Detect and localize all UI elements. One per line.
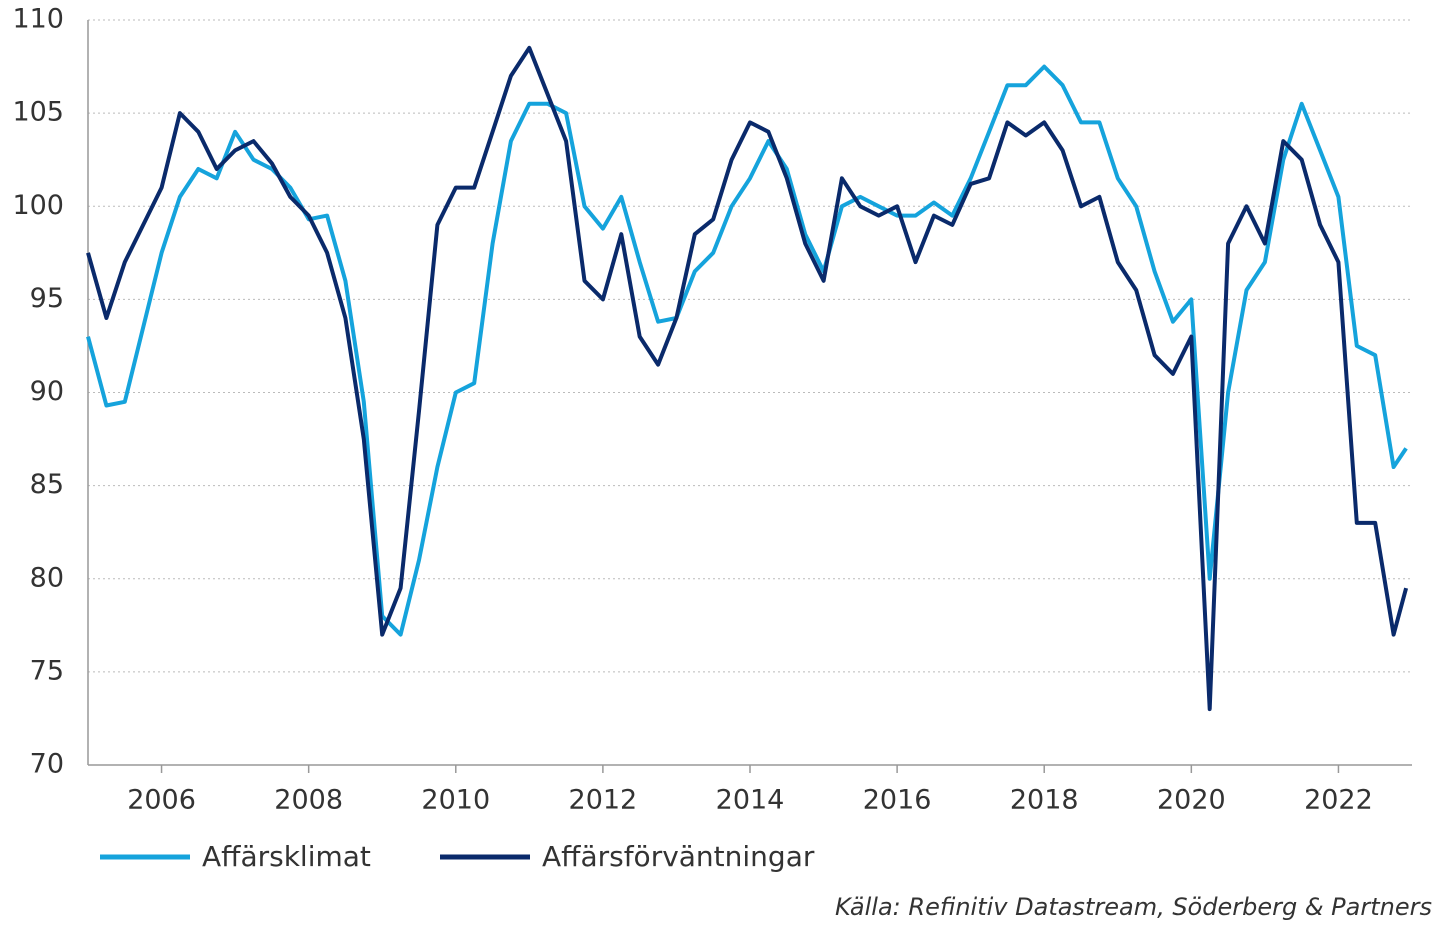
- legend-label: Affärsklimat: [202, 840, 371, 873]
- y-tick-label: 75: [30, 655, 64, 686]
- y-tick-label: 90: [30, 376, 64, 407]
- y-tick-label: 110: [12, 4, 64, 35]
- x-tick-label: 2014: [716, 785, 785, 816]
- y-tick-label: 80: [30, 562, 64, 593]
- x-tick-label: 2020: [1157, 785, 1226, 816]
- legend-label: Affärsförväntningar: [542, 840, 815, 873]
- y-tick-label: 105: [12, 97, 64, 128]
- line: [86, 64, 1408, 637]
- x-tick-label: 2022: [1304, 785, 1373, 816]
- y-tick-label: 70: [30, 749, 64, 780]
- x-tick-label: 2016: [863, 785, 932, 816]
- x-tick-label: 2006: [127, 785, 196, 816]
- x-tick-label: 2010: [421, 785, 490, 816]
- y-tick-label: 85: [30, 469, 64, 500]
- y-tick-label: 95: [30, 283, 64, 314]
- source: Källa: Refinitiv Datastream, Söderberg &…: [835, 893, 1432, 921]
- x-tick-label: 2008: [274, 785, 343, 816]
- y-tick-label: 100: [12, 190, 64, 221]
- x-tick-label: 2018: [1010, 785, 1079, 816]
- line: [86, 45, 1409, 712]
- x-tick-label: 2012: [569, 785, 638, 816]
